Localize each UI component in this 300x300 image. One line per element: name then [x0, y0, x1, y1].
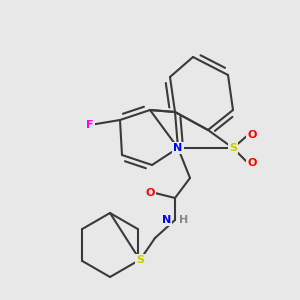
Text: N: N	[173, 143, 183, 153]
Text: O: O	[145, 188, 155, 198]
Text: O: O	[247, 158, 257, 168]
Text: F: F	[86, 120, 94, 130]
Text: N: N	[162, 215, 171, 225]
Text: H: H	[179, 215, 188, 225]
Text: S: S	[229, 143, 237, 153]
Text: S: S	[136, 255, 144, 265]
Text: O: O	[247, 130, 257, 140]
